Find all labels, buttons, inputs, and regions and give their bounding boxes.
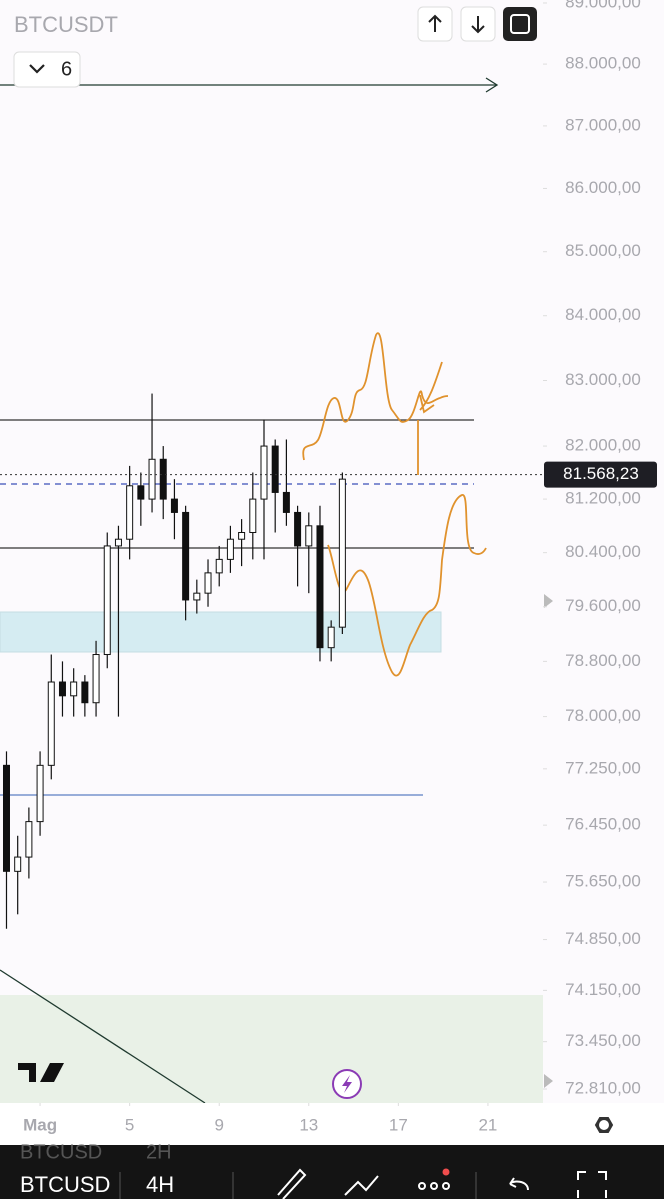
undo-icon[interactable] [509,1177,529,1191]
fullscreen-button[interactable] [503,7,537,41]
candle-body [338,478,346,628]
candle-body [260,445,268,500]
candle-body [92,654,100,704]
trend-line [0,969,206,1104]
previous-interval: 2H [146,1141,172,1163]
candle-body [81,681,89,704]
y-tick-label: 81.200,00 [565,489,641,508]
y-tick-label: 75.650,00 [565,872,641,891]
y-tick-label: 73.450,00 [565,1031,641,1050]
candle-body [226,538,234,560]
orange-path [419,361,443,414]
projection-drawings [302,332,487,677]
green-zone [0,995,543,1103]
arrow-head [485,77,499,93]
candle-body [47,681,55,766]
candle-body [249,498,257,534]
y-tick-label: 89.000,00 [565,0,641,11]
y-tick-label: 80.400,00 [565,542,641,561]
last-price-label: 81.568,23 [563,464,639,483]
y-tick-label: 74.150,00 [565,980,641,999]
x-tick-label: 17 [389,1115,408,1134]
y-tick-label: 79.600,00 [565,596,641,615]
candle-body [271,445,279,493]
toolbar-symbol[interactable]: BTCUSD [20,1172,110,1197]
toolbar-interval[interactable]: 4H [146,1172,174,1197]
draw-icon[interactable] [277,1168,307,1199]
candles [2,393,346,929]
y-tick-label: 82.000,00 [565,436,641,455]
orange-path [302,332,449,461]
candle-body [25,821,33,858]
candle-body [114,538,122,547]
x-tick-label: 13 [299,1115,318,1134]
candle-body [14,856,22,872]
indicator-count: 6 [61,58,72,80]
candle-body [148,458,156,500]
settings-outline [594,1117,614,1133]
candle-body [159,458,167,500]
candle-body [137,485,145,500]
candle-body [170,498,178,513]
x-tick-label: Mag [23,1115,57,1134]
y-tick-label: 72.810,00 [565,1078,641,1097]
candle-body [215,558,223,574]
candle-body [36,764,44,823]
y-tick-label: 87.000,00 [565,115,641,134]
y-tick-label: 78.800,00 [565,651,641,670]
up-icon [428,14,442,32]
expand-icon[interactable] [577,1171,607,1198]
y-tick-label: 84.000,00 [565,305,641,324]
indicator-toggle[interactable] [13,51,81,88]
y-tick-label: 86.000,00 [565,178,641,197]
candle-body [282,491,290,513]
candle-body [193,592,201,601]
candle-body [238,532,246,540]
candle-body [103,545,111,656]
y-tick-label: 88.000,00 [565,54,641,73]
x-tick-label: 9 [214,1115,223,1134]
candle-body [58,681,66,697]
tools-icon[interactable] [344,1175,379,1196]
previous-symbol: BTCUSD [20,1141,102,1163]
tv-logo [18,1063,64,1082]
bottom-toolbar [0,1145,664,1199]
candle-body [126,485,134,540]
blue-zone [0,611,442,653]
more-icon[interactable] [418,1182,450,1190]
y-tick-label: 83.000,00 [565,370,641,389]
down-icon [471,16,485,34]
y-tick-label: 76.450,00 [565,815,641,834]
candle-body [204,572,212,594]
candle-body [316,525,324,649]
y-tick-label: 85.000,00 [565,241,641,260]
candle-body [70,681,78,697]
bolt [342,1075,352,1093]
symbol-label: BTCUSDT [14,12,118,37]
y-tick-label: 77.250,00 [565,758,641,777]
chevron-icon [29,64,45,74]
candle-body [294,511,302,547]
candle-body [327,626,335,649]
last-price-badge [544,461,657,488]
x-tick-label: 5 [125,1115,134,1134]
candle-body [2,764,10,872]
x-axis-band [0,1103,664,1145]
y-tick-label: 74.850,00 [565,929,641,948]
candle-body [182,511,190,601]
fullscreen-icon [510,14,530,34]
notification-dot [442,1168,450,1176]
candle-body [305,525,313,547]
x-tick-label: 21 [478,1115,497,1134]
orange-path [327,494,487,677]
y-tick-label: 78.000,00 [565,706,641,725]
